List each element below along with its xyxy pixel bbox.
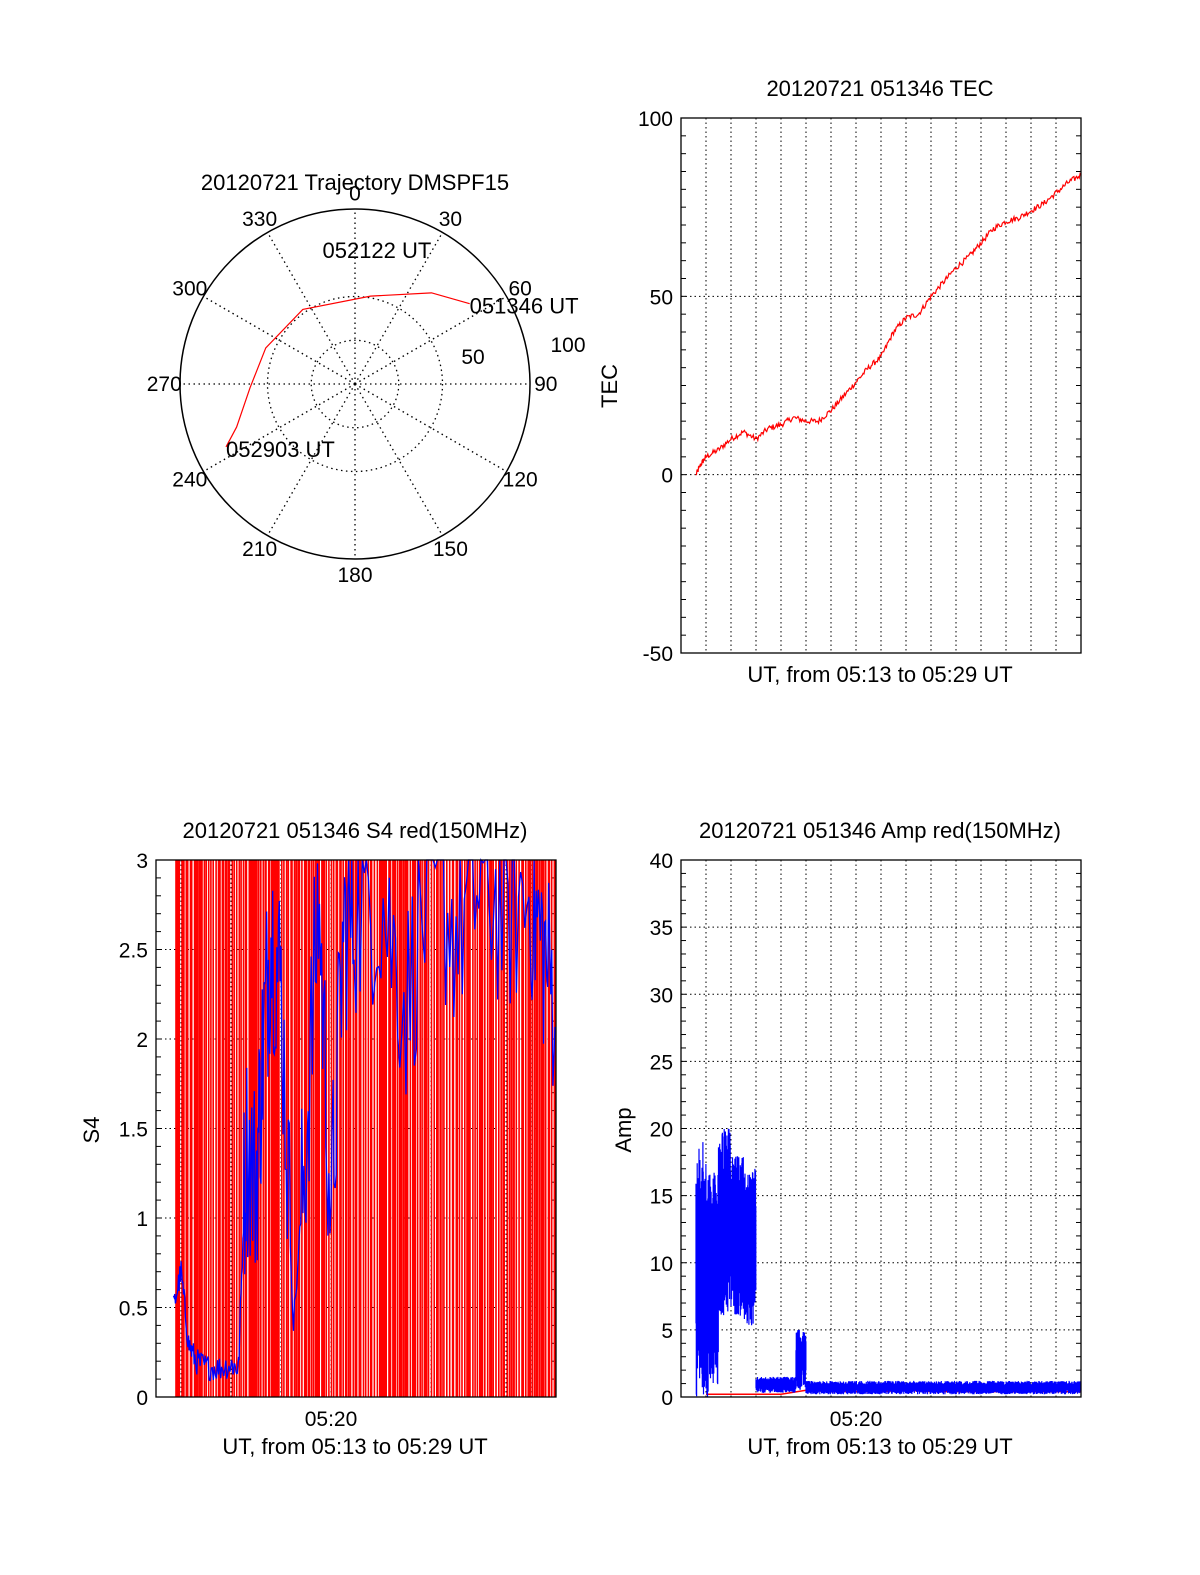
polar-spoke-210 <box>266 383 356 536</box>
plot-frame <box>155 859 557 1398</box>
polar-grid-circle-0 <box>310 339 400 429</box>
y-tick-label: 0 <box>136 1387 148 1410</box>
polar-time-annotation: 051346 UT <box>470 294 579 319</box>
s4-y-axis-label: S4 <box>79 1117 104 1144</box>
amp-chart-title: 20120721 051346 Amp red(150MHz) <box>699 818 1061 843</box>
tec-series-line <box>695 171 1082 476</box>
polar-series <box>225 292 470 448</box>
plot-frame <box>680 117 1082 654</box>
amp-plot-area: 0 5 10 15 20 25 30 35 40 05:20 <box>650 850 1082 1431</box>
polar-angle-label: 240 <box>172 468 207 491</box>
polar-spoke-30 <box>354 232 444 385</box>
s4-blue-series <box>172 858 556 1382</box>
tec-plot-area: -50 0 50 100 <box>638 108 1082 666</box>
s4-chart-title: 20120721 051346 S4 red(150MHz) <box>183 818 528 843</box>
y-tick-label: 3 <box>136 850 148 873</box>
polar-spoke-330 <box>266 232 356 385</box>
y-tick-label: 2.5 <box>119 940 148 963</box>
polar-grid <box>179 208 531 560</box>
polar-labels: 0 30 60 90 120 150 180 210 240 270 300 330 50 100 0513… <box>147 182 586 587</box>
y-tick-label: 0.5 <box>119 1298 148 1321</box>
polar-trajectory-chart: 20120721 Trajectory DMSPF15 0 30 60 90 120 15… <box>147 170 586 587</box>
polar-trajectory-line <box>225 292 470 448</box>
y-tick-label: 0 <box>661 465 673 488</box>
y-tick-label: 1 <box>136 1208 148 1231</box>
y-tick-label: 0 <box>661 1387 673 1410</box>
polar-angle-label: 0 <box>349 182 361 205</box>
plot-frame <box>680 859 1082 1398</box>
tec-chart: 20120721 051346 TEC UT, from 05:13 to 05… <box>597 76 1082 687</box>
y-tick-label: 30 <box>650 984 673 1007</box>
tec-chart-title: 20120721 051346 TEC <box>766 76 993 101</box>
polar-radial-label: 50 <box>461 346 484 369</box>
y-tick-label: 5 <box>661 1320 673 1343</box>
x-tick-label: 05:20 <box>305 1408 358 1431</box>
polar-grid-circle-1 <box>266 295 444 473</box>
polar-angle-label: 210 <box>242 538 277 561</box>
polar-angle-label: 270 <box>147 373 182 396</box>
polar-spoke-60 <box>354 295 507 385</box>
s4-x-axis-label: UT, from 05:13 to 05:29 UT <box>222 1434 487 1459</box>
polar-angle-label: 60 <box>509 278 532 301</box>
s4-chart: 20120721 051346 S4 red(150MHz) UT, from … <box>79 818 557 1459</box>
polar-angle-label: 30 <box>439 208 462 231</box>
amp-x-axis-label: UT, from 05:13 to 05:29 UT <box>747 1434 1012 1459</box>
polar-angle-label: 120 <box>503 468 538 491</box>
polar-spoke-300 <box>203 295 356 385</box>
amp-y-axis-label: Amp <box>611 1107 636 1152</box>
polar-spoke-150 <box>354 383 444 536</box>
polar-spoke-120 <box>354 383 507 473</box>
polar-angle-label: 180 <box>337 564 372 587</box>
y-tick-label: 20 <box>650 1119 673 1142</box>
polar-chart-title: 20120721 Trajectory DMSPF15 <box>201 170 509 195</box>
amp-chart: 20120721 051346 Amp red(150MHz) UT, from… <box>611 818 1082 1459</box>
y-tick-label: -50 <box>643 643 673 666</box>
y-tick-label: 1.5 <box>119 1119 148 1142</box>
y-tick-label: 50 <box>650 286 673 309</box>
polar-outer-circle <box>179 208 531 560</box>
s4-plot-area: 0 0.5 1 1.5 2 2.5 3 05:20 <box>119 850 557 1431</box>
polar-angle-label: 300 <box>172 278 207 301</box>
polar-time-annotation: 052903 UT <box>226 437 335 462</box>
polar-angle-label: 330 <box>242 208 277 231</box>
y-tick-label: 35 <box>650 917 673 940</box>
y-tick-label: 100 <box>638 108 673 131</box>
tec-y-axis-label: TEC <box>597 364 622 408</box>
polar-angle-label: 90 <box>534 373 557 396</box>
polar-spoke-240 <box>203 383 356 473</box>
y-tick-label: 2 <box>136 1029 148 1052</box>
amp-blue-series <box>695 1128 1082 1397</box>
polar-angle-label: 150 <box>433 538 468 561</box>
y-tick-label: 10 <box>650 1253 673 1276</box>
y-tick-label: 25 <box>650 1051 673 1074</box>
polar-time-annotation: 052122 UT <box>322 238 431 263</box>
y-tick-label: 15 <box>650 1186 673 1209</box>
polar-radial-label: 100 <box>550 334 585 357</box>
x-tick-label: 05:20 <box>830 1408 883 1431</box>
y-tick-label: 40 <box>650 850 673 873</box>
tec-x-axis-label: UT, from 05:13 to 05:29 UT <box>747 662 1012 687</box>
